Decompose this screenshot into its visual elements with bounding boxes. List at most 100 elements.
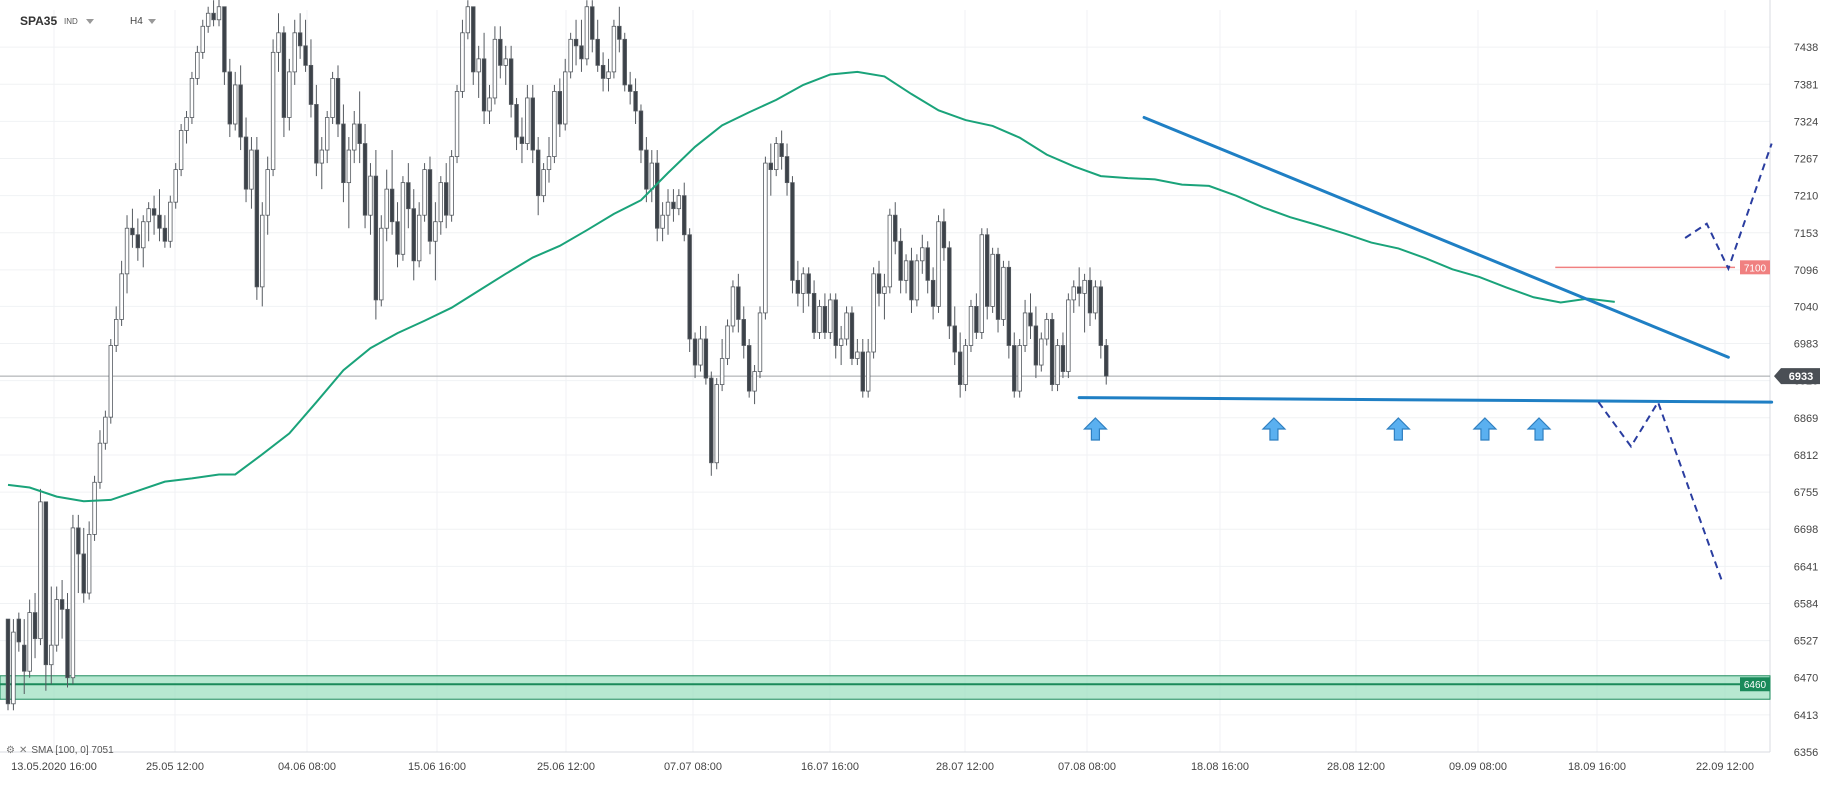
candle-body [1012, 345, 1017, 392]
candle-body [936, 221, 941, 307]
descending-trendline [1142, 115, 1730, 359]
candle-body [633, 91, 638, 112]
candle-body [303, 45, 308, 66]
candle-body [703, 338, 709, 379]
candle-body [692, 338, 698, 366]
candle-body [108, 345, 113, 418]
candle-body [822, 306, 828, 333]
symbol-label[interactable]: SPA35 [20, 14, 58, 28]
candle-body [22, 644, 27, 672]
candle-body [590, 6, 595, 40]
candle-body [811, 292, 817, 333]
candle-body [779, 143, 784, 157]
candle-body [525, 97, 530, 144]
candle-body [314, 104, 319, 164]
candle-body [860, 351, 865, 392]
candle-body [552, 91, 557, 157]
x-tick-label: 16.07 16:00 [801, 761, 859, 773]
candle-body [719, 358, 725, 385]
candle-body [357, 123, 362, 144]
candle-body [65, 608, 70, 679]
candle-body [795, 279, 801, 294]
candle-body [270, 51, 276, 171]
candle-body [882, 286, 887, 294]
y-tick-label: 7267 [1794, 154, 1818, 166]
candle-body [368, 175, 373, 216]
close-icon[interactable]: ✕ [18, 745, 28, 756]
candle-body [698, 338, 703, 366]
candle-body [1001, 266, 1006, 320]
candle-body [622, 38, 627, 86]
candle-body [893, 214, 898, 242]
candle-body [876, 273, 882, 294]
candle-body [498, 38, 503, 66]
candle-body [135, 234, 141, 249]
candle-body [157, 214, 162, 229]
candle-body [535, 149, 541, 197]
y-tick-label: 6470 [1794, 673, 1818, 685]
y-tick-label: 7381 [1794, 79, 1818, 91]
y-tick-label: 6698 [1794, 524, 1818, 536]
candle-body [481, 58, 487, 112]
candle-body [990, 253, 995, 307]
x-tick-label: 25.05 12:00 [146, 761, 204, 773]
symbol-dropdown-icon[interactable] [86, 19, 94, 24]
candle-body [736, 286, 741, 320]
candle-body [757, 312, 763, 372]
candle-body [844, 312, 849, 340]
candle-body [243, 136, 249, 190]
candle-body [541, 169, 546, 197]
candle-body [644, 149, 649, 190]
candle-body [508, 58, 514, 105]
candle-body [768, 162, 774, 171]
candle-body [454, 91, 460, 157]
y-tick-label: 6413 [1794, 710, 1818, 722]
candle-body [395, 221, 400, 255]
candle-body [519, 136, 525, 144]
candle-body [1017, 345, 1022, 392]
settings-icon[interactable]: ⚙ [6, 745, 15, 756]
projection-line [1597, 399, 1724, 585]
candle-body [222, 6, 227, 73]
x-tick-label: 07.07 08:00 [664, 761, 722, 773]
candle-body [1082, 279, 1087, 294]
candle-body [114, 319, 119, 346]
candle-body [16, 618, 22, 643]
candle-body [324, 117, 330, 151]
up-arrow-icon [1385, 417, 1411, 441]
x-tick-label: 28.08 12:00 [1327, 761, 1385, 773]
y-tick-label: 7096 [1794, 265, 1818, 277]
candle-body [86, 534, 92, 594]
x-tick-label: 18.08 16:00 [1191, 761, 1249, 773]
candle-body [254, 149, 260, 288]
candle-body [227, 71, 233, 125]
candle-body [146, 208, 151, 223]
y-tick-label: 6983 [1794, 339, 1818, 351]
x-tick-label: 18.09 16:00 [1568, 761, 1626, 773]
support-trendline [1077, 396, 1774, 404]
candle-body [514, 104, 519, 138]
candle-body [195, 51, 200, 79]
candle-body [330, 78, 335, 118]
candle-body [968, 306, 974, 346]
candle-body [930, 279, 936, 307]
candle-body [92, 481, 97, 535]
candle-body [563, 71, 568, 125]
candle-body [292, 32, 297, 73]
candle-body [438, 182, 443, 223]
candle-body [341, 123, 346, 184]
candle-body [752, 371, 757, 392]
timeframe-dropdown-icon[interactable] [148, 19, 156, 24]
candle-body [1006, 266, 1012, 346]
candle-body [476, 58, 481, 73]
candle-body [557, 91, 563, 125]
candle-body [38, 501, 43, 640]
candle-body [151, 208, 157, 216]
candle-body [617, 25, 622, 40]
y-tick-label: 6527 [1794, 636, 1818, 648]
timeframe-label[interactable]: H4 [130, 16, 143, 27]
candle-body [308, 64, 314, 105]
candle-body [925, 247, 930, 281]
